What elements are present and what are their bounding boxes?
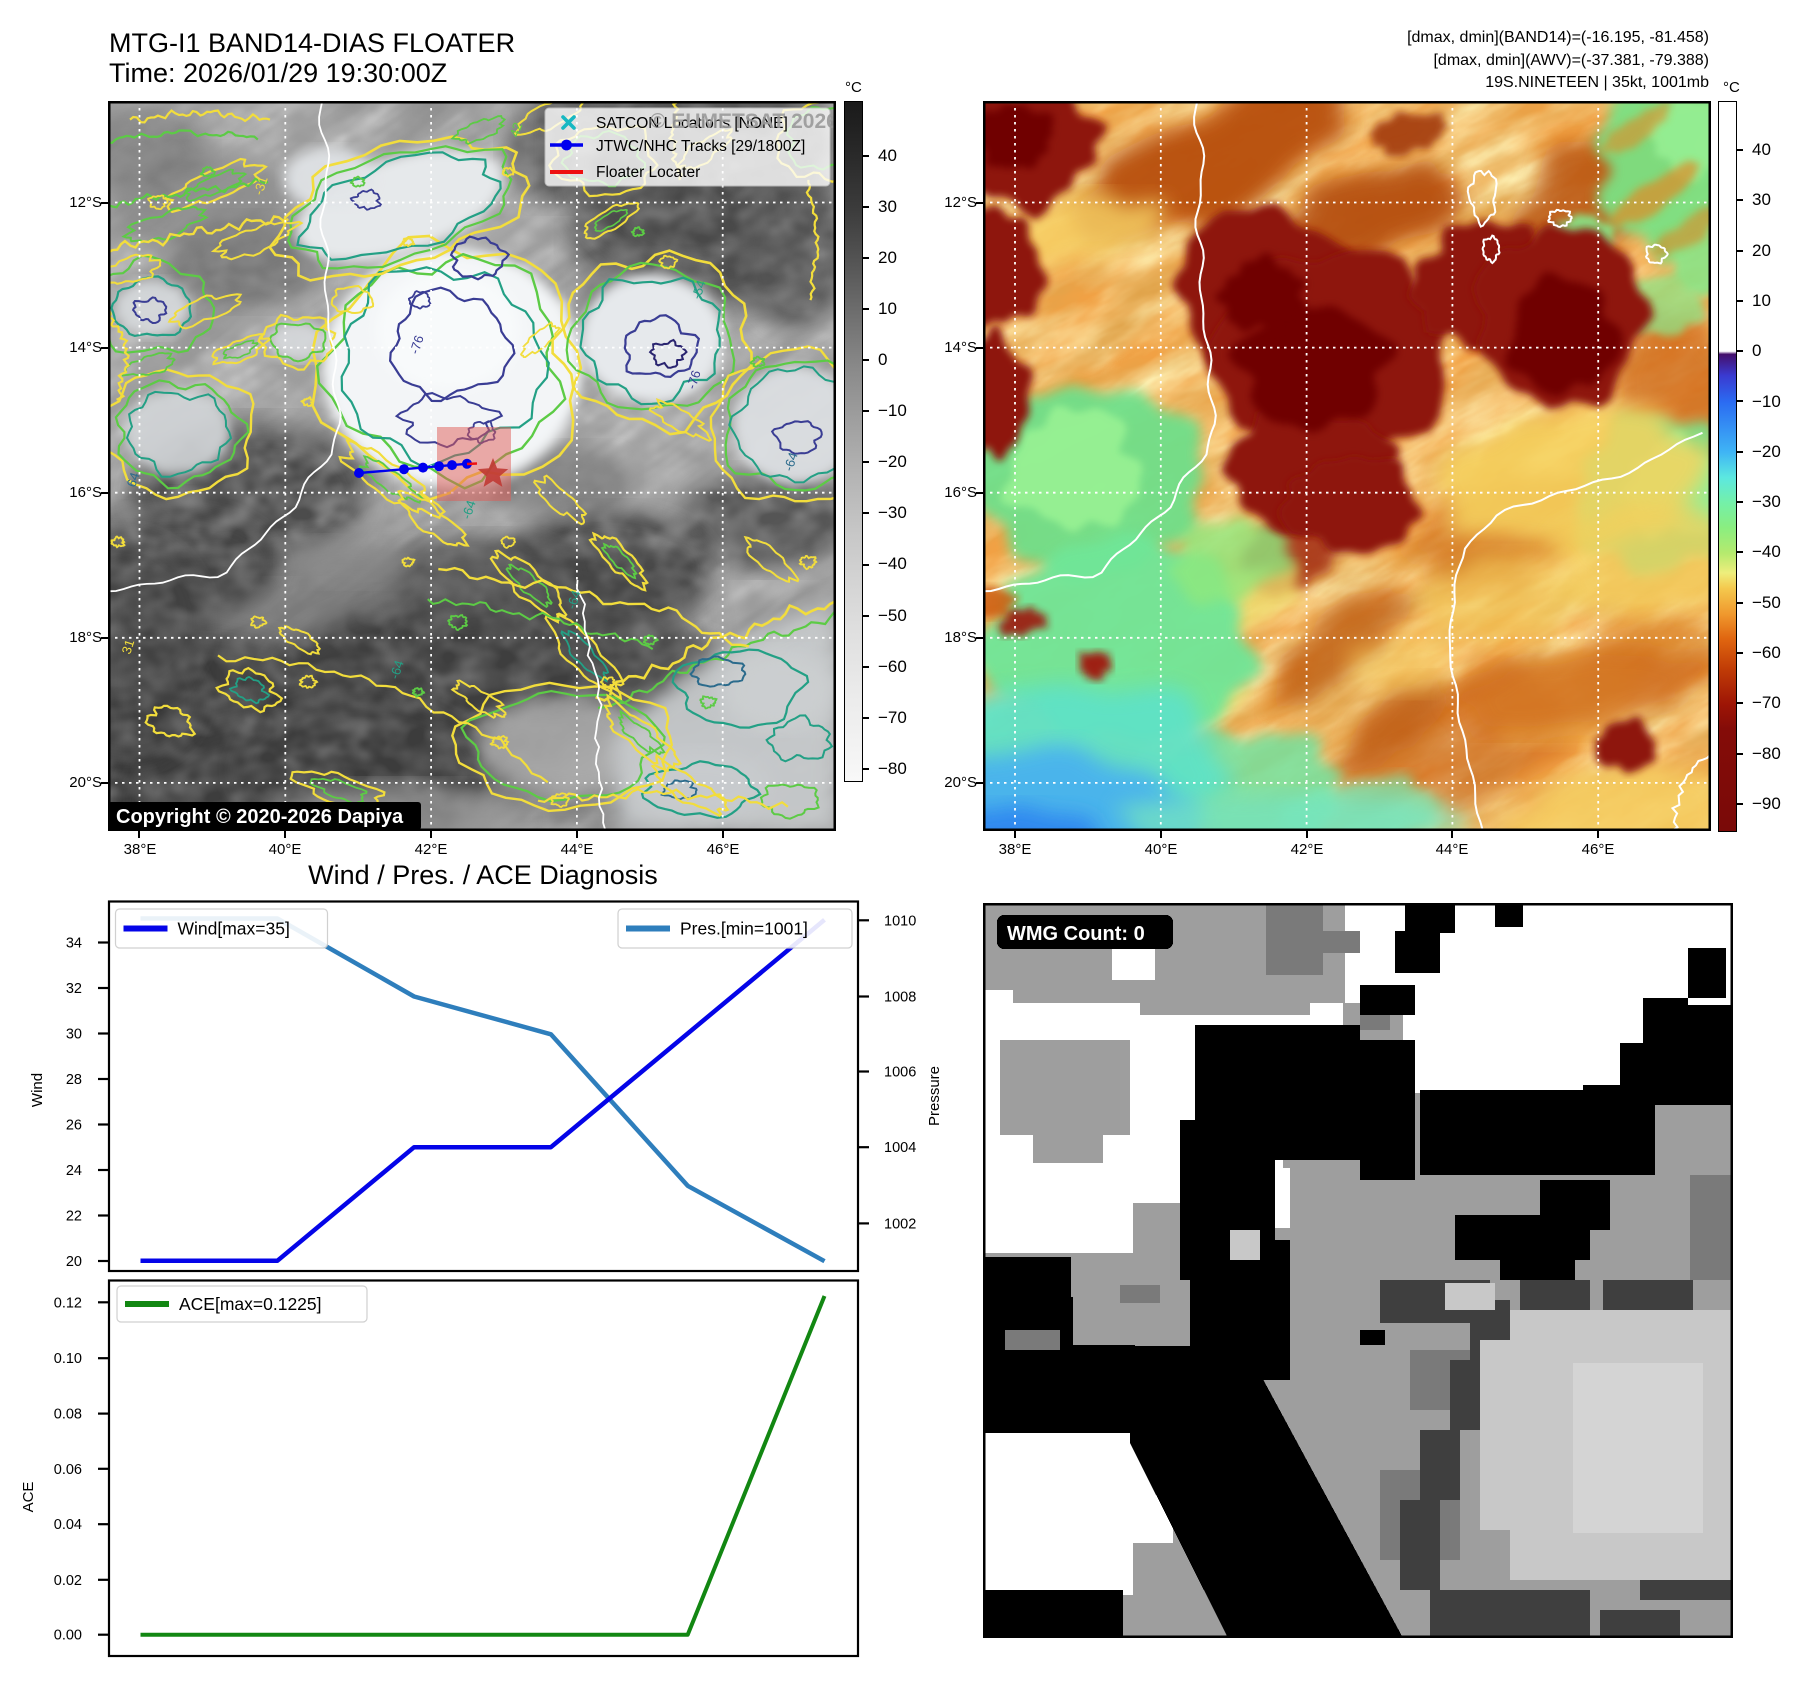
svg-text:-64: -64 — [387, 658, 407, 681]
svg-text:1002: 1002 — [884, 1216, 916, 1232]
svg-text:30: 30 — [66, 1027, 82, 1043]
svg-text:-64: -64 — [781, 450, 801, 473]
svg-text:0.02: 0.02 — [54, 1573, 82, 1589]
svg-text:0.10: 0.10 — [54, 1351, 82, 1367]
svg-text:-76: -76 — [684, 368, 704, 391]
svg-text:Wind[max=35]: Wind[max=35] — [178, 919, 290, 939]
svg-text:ACE[max=0.1225]: ACE[max=0.1225] — [179, 1294, 322, 1314]
svg-text:WMG Count: 0: WMG Count: 0 — [1007, 923, 1145, 945]
svg-text:Pressure: Pressure — [926, 1066, 943, 1126]
svg-text:1010: 1010 — [884, 913, 916, 929]
svg-text:-54: -54 — [689, 278, 709, 301]
svg-text:-76: -76 — [407, 333, 427, 356]
svg-text:Floater Locater: Floater Locater — [596, 164, 700, 181]
svg-text:Pres.[min=1001]: Pres.[min=1001] — [680, 919, 808, 939]
svg-text:42: 42 — [507, 121, 526, 139]
svg-text:0.08: 0.08 — [54, 1407, 82, 1423]
svg-text:22: 22 — [66, 1209, 82, 1225]
svg-text:24: 24 — [66, 1163, 82, 1179]
svg-text:0.06: 0.06 — [54, 1462, 82, 1478]
svg-text:-64: -64 — [459, 498, 479, 521]
svg-text:ACE: ACE — [20, 1482, 37, 1513]
svg-text:© EUMETSAT 2026: © EUMETSAT 2026 — [650, 110, 836, 133]
svg-text:1004: 1004 — [884, 1140, 916, 1156]
svg-text:SATCON Locations [NONE]: SATCON Locations [NONE] — [596, 115, 788, 132]
svg-text:Wind: Wind — [29, 1073, 46, 1107]
svg-text:34: 34 — [66, 936, 82, 952]
svg-text:1008: 1008 — [884, 990, 916, 1006]
svg-text:31: 31 — [119, 638, 138, 656]
svg-text:0.04: 0.04 — [54, 1517, 82, 1533]
svg-text:28: 28 — [66, 1072, 82, 1088]
svg-text:0.12: 0.12 — [54, 1295, 82, 1311]
svg-text:JTWC/NHC Tracks [29/1800Z]: JTWC/NHC Tracks [29/1800Z] — [596, 138, 805, 155]
svg-text:-64: -64 — [564, 588, 584, 611]
svg-text:-31: -31 — [251, 174, 271, 197]
svg-text:1006: 1006 — [884, 1065, 916, 1081]
svg-text:64: 64 — [124, 471, 143, 489]
svg-text:20: 20 — [66, 1254, 82, 1270]
svg-text:0.00: 0.00 — [54, 1628, 82, 1644]
svg-text:32: 32 — [66, 981, 82, 997]
svg-text:Copyright © 2020-2026 Dapiya: Copyright © 2020-2026 Dapiya — [116, 806, 404, 828]
svg-text:26: 26 — [66, 1118, 82, 1134]
